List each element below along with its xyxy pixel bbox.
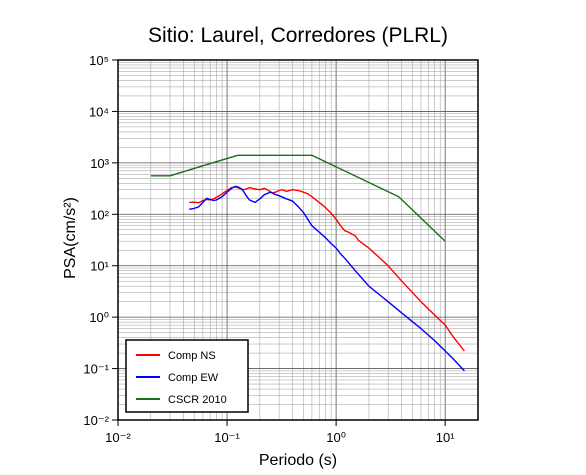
- x-tick-label: 10⁰: [326, 430, 346, 445]
- y-tick-label: 10²: [90, 207, 109, 222]
- series-line-comp-ew: [189, 185, 465, 372]
- y-tick-label: 10⁻²: [83, 413, 109, 428]
- legend-label-comp-ns: Comp NS: [168, 350, 216, 362]
- plot-frame: [117, 59, 479, 421]
- x-axis-label: Periodo (s): [259, 452, 337, 469]
- series-layer: [150, 154, 465, 372]
- y-tick-label: 10³: [90, 156, 109, 171]
- y-tick-label: 10⁴: [89, 104, 109, 119]
- series-line-cscr-2010: [150, 154, 446, 242]
- legend-label-cscr-2010: CSCR 2010: [168, 394, 227, 406]
- y-tick-label: 10⁰: [89, 310, 109, 325]
- axis-ticks: 10⁻² 10⁻¹ 10⁰ 10¹ 10⁻² 10⁻¹ 10⁰ 10¹ 10² 10³ 10⁴ 10⁵: [83, 53, 455, 445]
- legend: Comp NS Comp EW CSCR 2010: [125, 339, 249, 413]
- y-tick-label: 10¹: [90, 259, 109, 274]
- y-axis-label: PSA(cm/s²): [62, 197, 79, 279]
- y-tick-label: 10⁻¹: [83, 362, 109, 377]
- y-tick-label: 10⁵: [89, 53, 109, 68]
- grid: [117, 59, 479, 421]
- series-line-comp-ns: [189, 186, 465, 352]
- x-tick-label: 10¹: [436, 430, 455, 445]
- x-tick-label: 10⁻¹: [214, 430, 240, 445]
- legend-label-comp-ew: Comp EW: [168, 372, 219, 384]
- x-tick-label: 10⁻²: [105, 430, 131, 445]
- chart-title: Sitio: Laurel, Corredores (PLRL): [148, 24, 448, 47]
